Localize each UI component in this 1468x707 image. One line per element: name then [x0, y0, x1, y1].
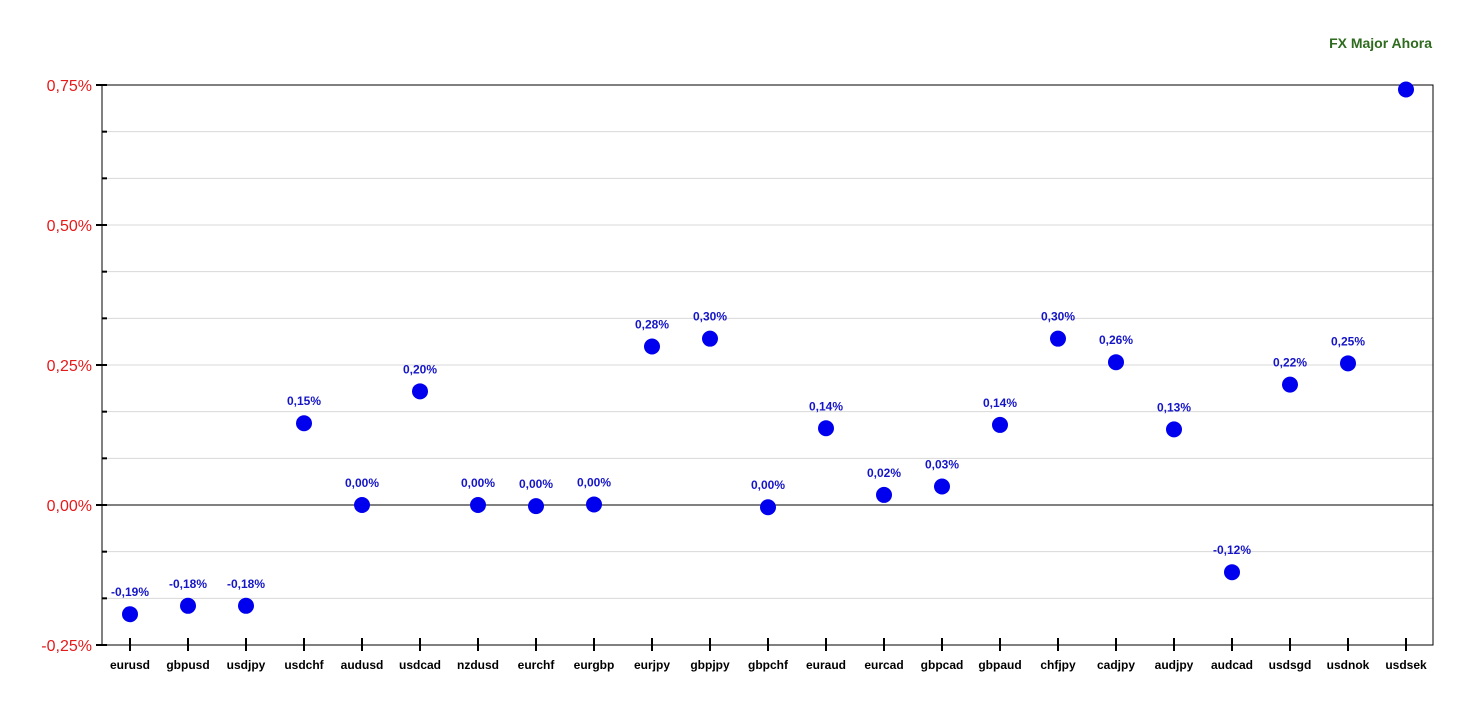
- data-point: [238, 597, 254, 614]
- x-tick-label: usdcad: [399, 658, 441, 672]
- x-tick-label: gbpchf: [748, 658, 789, 672]
- data-label: 0,03%: [925, 458, 959, 472]
- data-point: [470, 497, 486, 513]
- x-tick-label: eurusd: [110, 658, 150, 672]
- x-tick-label: usdsgd: [1269, 658, 1312, 672]
- data-point: [1166, 421, 1182, 438]
- y-tick-label: -0,25%: [41, 638, 92, 655]
- data-point: [1108, 354, 1124, 371]
- data-label: -0,18%: [169, 577, 207, 591]
- x-tick-label: usdsek: [1385, 658, 1427, 672]
- x-tick-label: chfjpy: [1040, 658, 1076, 672]
- data-label: -0,18%: [227, 577, 265, 591]
- grid-lines: [102, 84, 1433, 646]
- chart-title: FX Major Ahora: [1329, 35, 1432, 51]
- data-point: [122, 606, 138, 623]
- x-tick-label: usdjpy: [227, 658, 266, 672]
- x-tick-label: eurchf: [518, 658, 556, 672]
- data-point: [876, 486, 892, 503]
- data-label: 0,00%: [345, 476, 379, 490]
- data-point: [760, 499, 776, 516]
- data-label: 0,02%: [867, 466, 901, 480]
- data-label: 0,22%: [1273, 356, 1307, 370]
- data-point: [1050, 330, 1066, 347]
- data-point: [1398, 81, 1414, 98]
- data-point: [992, 416, 1008, 433]
- x-tick-label: usdchf: [284, 658, 324, 672]
- data-point: [702, 330, 718, 347]
- x-tick-label: audcad: [1211, 658, 1253, 672]
- data-point: [644, 338, 660, 355]
- data-label: 0,13%: [1157, 400, 1191, 414]
- data-label: 0,00%: [461, 476, 495, 490]
- data-label: 0,00%: [577, 475, 611, 489]
- x-tick-label: gbpusd: [166, 658, 209, 672]
- data-label: 0,30%: [1041, 310, 1075, 324]
- x-tick-label: nzdusd: [457, 658, 499, 672]
- y-tick-label: 0,25%: [47, 358, 92, 375]
- data-point: [180, 597, 196, 614]
- data-point: [818, 420, 834, 437]
- data-label: -0,19%: [111, 585, 149, 599]
- data-point: [586, 496, 602, 513]
- data-label: 0,20%: [403, 362, 437, 376]
- data-label: -0,12%: [1213, 543, 1251, 557]
- data-points: [122, 81, 1414, 623]
- x-tick-label: usdnok: [1327, 658, 1370, 672]
- data-label: 0,00%: [519, 477, 553, 491]
- x-tick-label: euraud: [806, 658, 846, 672]
- x-tick-label: gbpaud: [978, 658, 1021, 672]
- x-tick-label: audusd: [341, 658, 384, 672]
- data-point: [354, 497, 370, 513]
- data-label: 0,25%: [1331, 334, 1365, 348]
- data-label: 0,30%: [693, 310, 727, 324]
- x-tick-label: cadjpy: [1097, 658, 1135, 672]
- x-tick-label: gbpjpy: [690, 658, 730, 672]
- data-point: [1224, 564, 1240, 581]
- data-point: [934, 478, 950, 495]
- data-point: [528, 498, 544, 515]
- data-labels: -0,19% -0,18% -0,18% 0,15% 0,00% 0,20% 0,00% 0,…: [111, 310, 1365, 600]
- y-tick-label: 0,00%: [47, 498, 92, 515]
- y-tick-label: 0,50%: [47, 218, 92, 235]
- data-point: [296, 415, 312, 432]
- y-tick-label: 0,75%: [47, 78, 92, 95]
- data-point: [412, 383, 428, 400]
- x-tick-label: audjpy: [1155, 658, 1194, 672]
- data-label: 0,14%: [809, 399, 843, 413]
- x-tick-label: gbpcad: [921, 658, 964, 672]
- x-tick-label: eurgbp: [574, 658, 615, 672]
- data-label: 0,15%: [287, 394, 321, 408]
- data-point: [1282, 376, 1298, 393]
- x-axis: eurusd gbpusd usdjpy usdchf audusd usdcad nzdu…: [110, 638, 1427, 672]
- y-axis: -0,25% 0,00% 0,25% 0,50% 0,75%: [41, 78, 107, 655]
- x-tick-label: eurjpy: [634, 658, 670, 672]
- x-tick-label: eurcad: [864, 658, 903, 672]
- data-label: 0,28%: [635, 318, 669, 332]
- data-label: 0,14%: [983, 396, 1017, 410]
- data-point: [1340, 355, 1356, 372]
- data-label: 0,26%: [1099, 333, 1133, 347]
- data-label: 0,00%: [751, 478, 785, 492]
